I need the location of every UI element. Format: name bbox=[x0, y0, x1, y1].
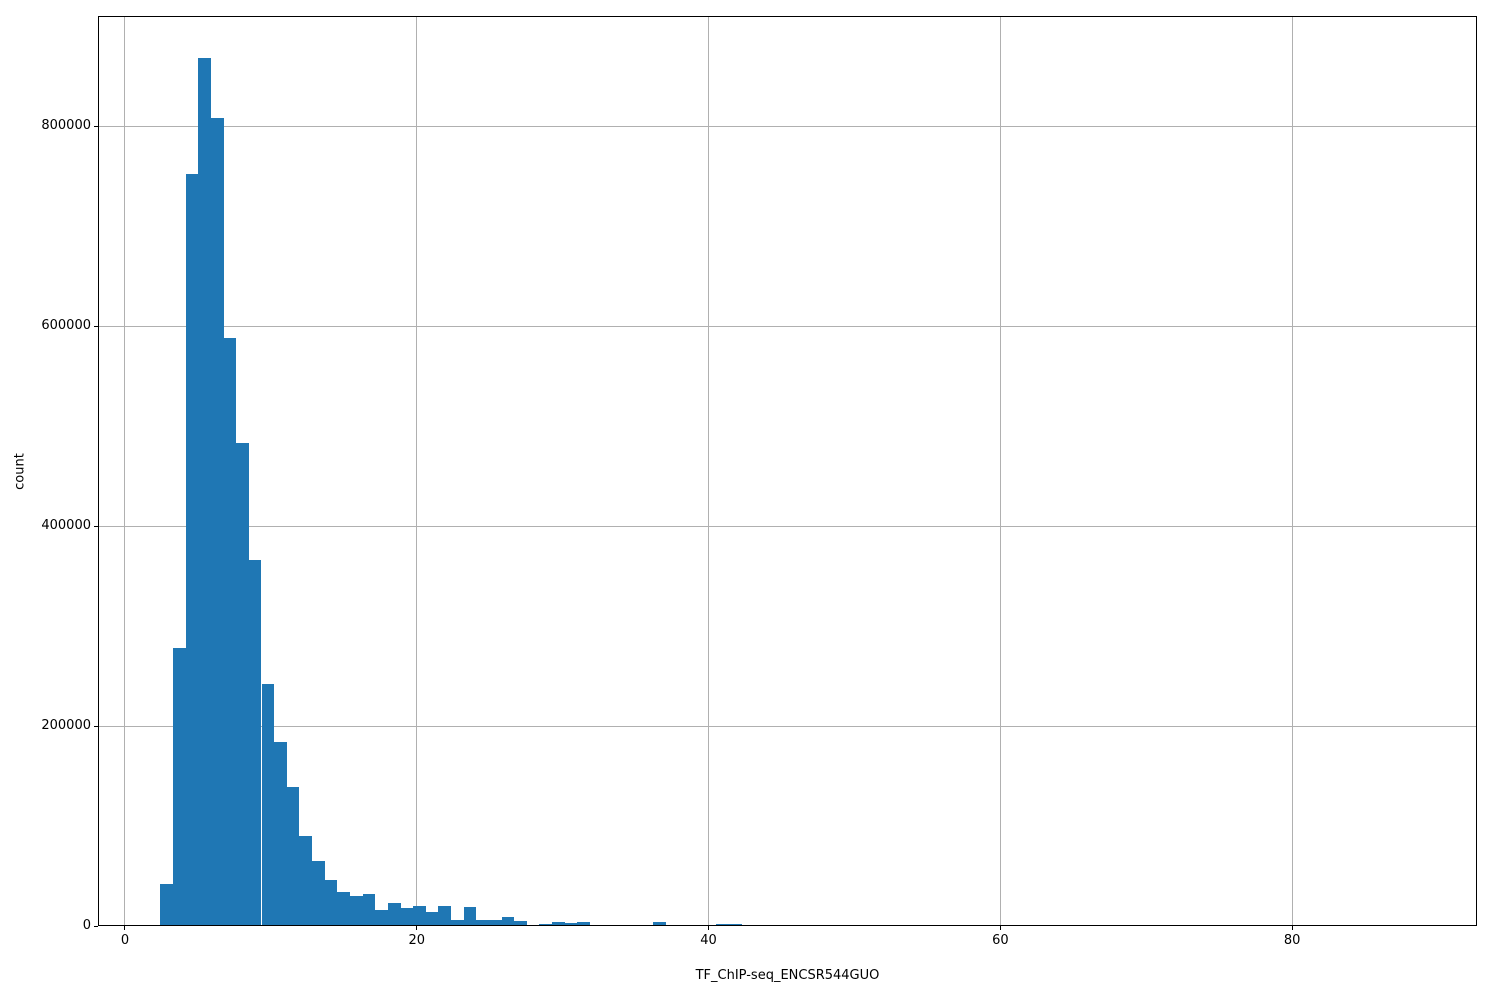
x-tick-mark bbox=[999, 926, 1001, 930]
histogram-bar bbox=[274, 742, 287, 926]
y-tick-mark bbox=[94, 725, 98, 727]
x-gridline bbox=[999, 16, 1001, 926]
x-tick-label: 40 bbox=[700, 933, 717, 948]
y-tick-label: 600000 bbox=[41, 318, 91, 333]
histogram-bar bbox=[488, 919, 502, 926]
y-axis-label: count bbox=[12, 453, 28, 490]
y-tick-mark bbox=[94, 325, 98, 327]
histogram-bar bbox=[362, 894, 376, 926]
histogram-bar bbox=[236, 443, 249, 926]
histogram-bar bbox=[425, 912, 439, 926]
histogram-bar bbox=[716, 924, 729, 926]
histogram-bar bbox=[223, 338, 237, 926]
histogram-bar bbox=[868, 924, 881, 926]
histogram-bar bbox=[387, 903, 401, 926]
histogram-bar bbox=[261, 684, 275, 926]
x-tick-mark bbox=[124, 926, 126, 930]
histogram-bar bbox=[286, 787, 300, 926]
histogram-bar bbox=[451, 920, 464, 926]
y-gridline bbox=[98, 125, 1477, 127]
y-tick-mark bbox=[94, 525, 98, 527]
histogram-bar bbox=[552, 921, 565, 926]
histogram-bar bbox=[185, 174, 199, 926]
x-tick-mark bbox=[708, 926, 710, 930]
histogram-bar bbox=[312, 861, 325, 926]
histogram-bar bbox=[413, 906, 426, 926]
histogram-bar bbox=[1120, 924, 1134, 926]
histogram-bar bbox=[476, 919, 489, 926]
histogram-bar bbox=[463, 907, 477, 926]
y-tick-mark bbox=[94, 125, 98, 127]
histogram-bar bbox=[400, 908, 414, 926]
histogram-bar bbox=[514, 921, 527, 926]
y-tick-label: 800000 bbox=[41, 118, 91, 133]
histogram-bar bbox=[173, 648, 186, 926]
y-gridline bbox=[98, 525, 1477, 527]
histogram-bar bbox=[577, 921, 591, 926]
x-tick-label: 60 bbox=[992, 933, 1009, 948]
x-gridline bbox=[1291, 16, 1293, 926]
histogram-bar bbox=[324, 880, 338, 926]
y-tick-mark bbox=[94, 925, 98, 927]
histogram-bar bbox=[248, 560, 262, 926]
y-gridline bbox=[98, 325, 1477, 327]
histogram-bar bbox=[943, 924, 957, 926]
histogram-bar bbox=[1082, 924, 1096, 926]
histogram-bar bbox=[210, 118, 224, 926]
histogram-bar bbox=[160, 884, 174, 926]
x-gridline bbox=[708, 16, 710, 926]
x-gridline bbox=[124, 16, 126, 926]
histogram-bar bbox=[804, 924, 818, 926]
histogram-bar bbox=[349, 896, 363, 926]
histogram-bar bbox=[728, 924, 742, 926]
histogram-bar bbox=[198, 58, 211, 926]
histogram-bar bbox=[337, 892, 350, 926]
x-tick-label: 80 bbox=[1283, 933, 1301, 948]
x-gridline bbox=[416, 16, 418, 926]
y-tick-label: 400000 bbox=[41, 518, 91, 533]
y-gridline bbox=[98, 725, 1477, 727]
y-tick-label: 0 bbox=[82, 918, 91, 933]
histogram-bar bbox=[501, 917, 515, 926]
histogram-bar bbox=[564, 923, 578, 926]
x-tick-mark bbox=[416, 926, 418, 930]
x-tick-label: 0 bbox=[120, 933, 130, 948]
histogram-bar bbox=[299, 836, 313, 926]
histogram-bar bbox=[375, 910, 388, 926]
x-axis-label: TF_ChIP-seq_ENCSR544GUO bbox=[695, 968, 880, 983]
plot-area bbox=[98, 16, 1477, 926]
histogram-bar bbox=[653, 922, 666, 926]
histogram-bar bbox=[526, 925, 540, 926]
histogram-bar bbox=[1095, 924, 1108, 926]
histogram-bar bbox=[438, 906, 451, 926]
x-tick-mark bbox=[1291, 926, 1293, 930]
x-tick-label: 20 bbox=[408, 933, 426, 948]
histogram-bar bbox=[539, 924, 553, 926]
y-tick-label: 200000 bbox=[41, 718, 91, 733]
